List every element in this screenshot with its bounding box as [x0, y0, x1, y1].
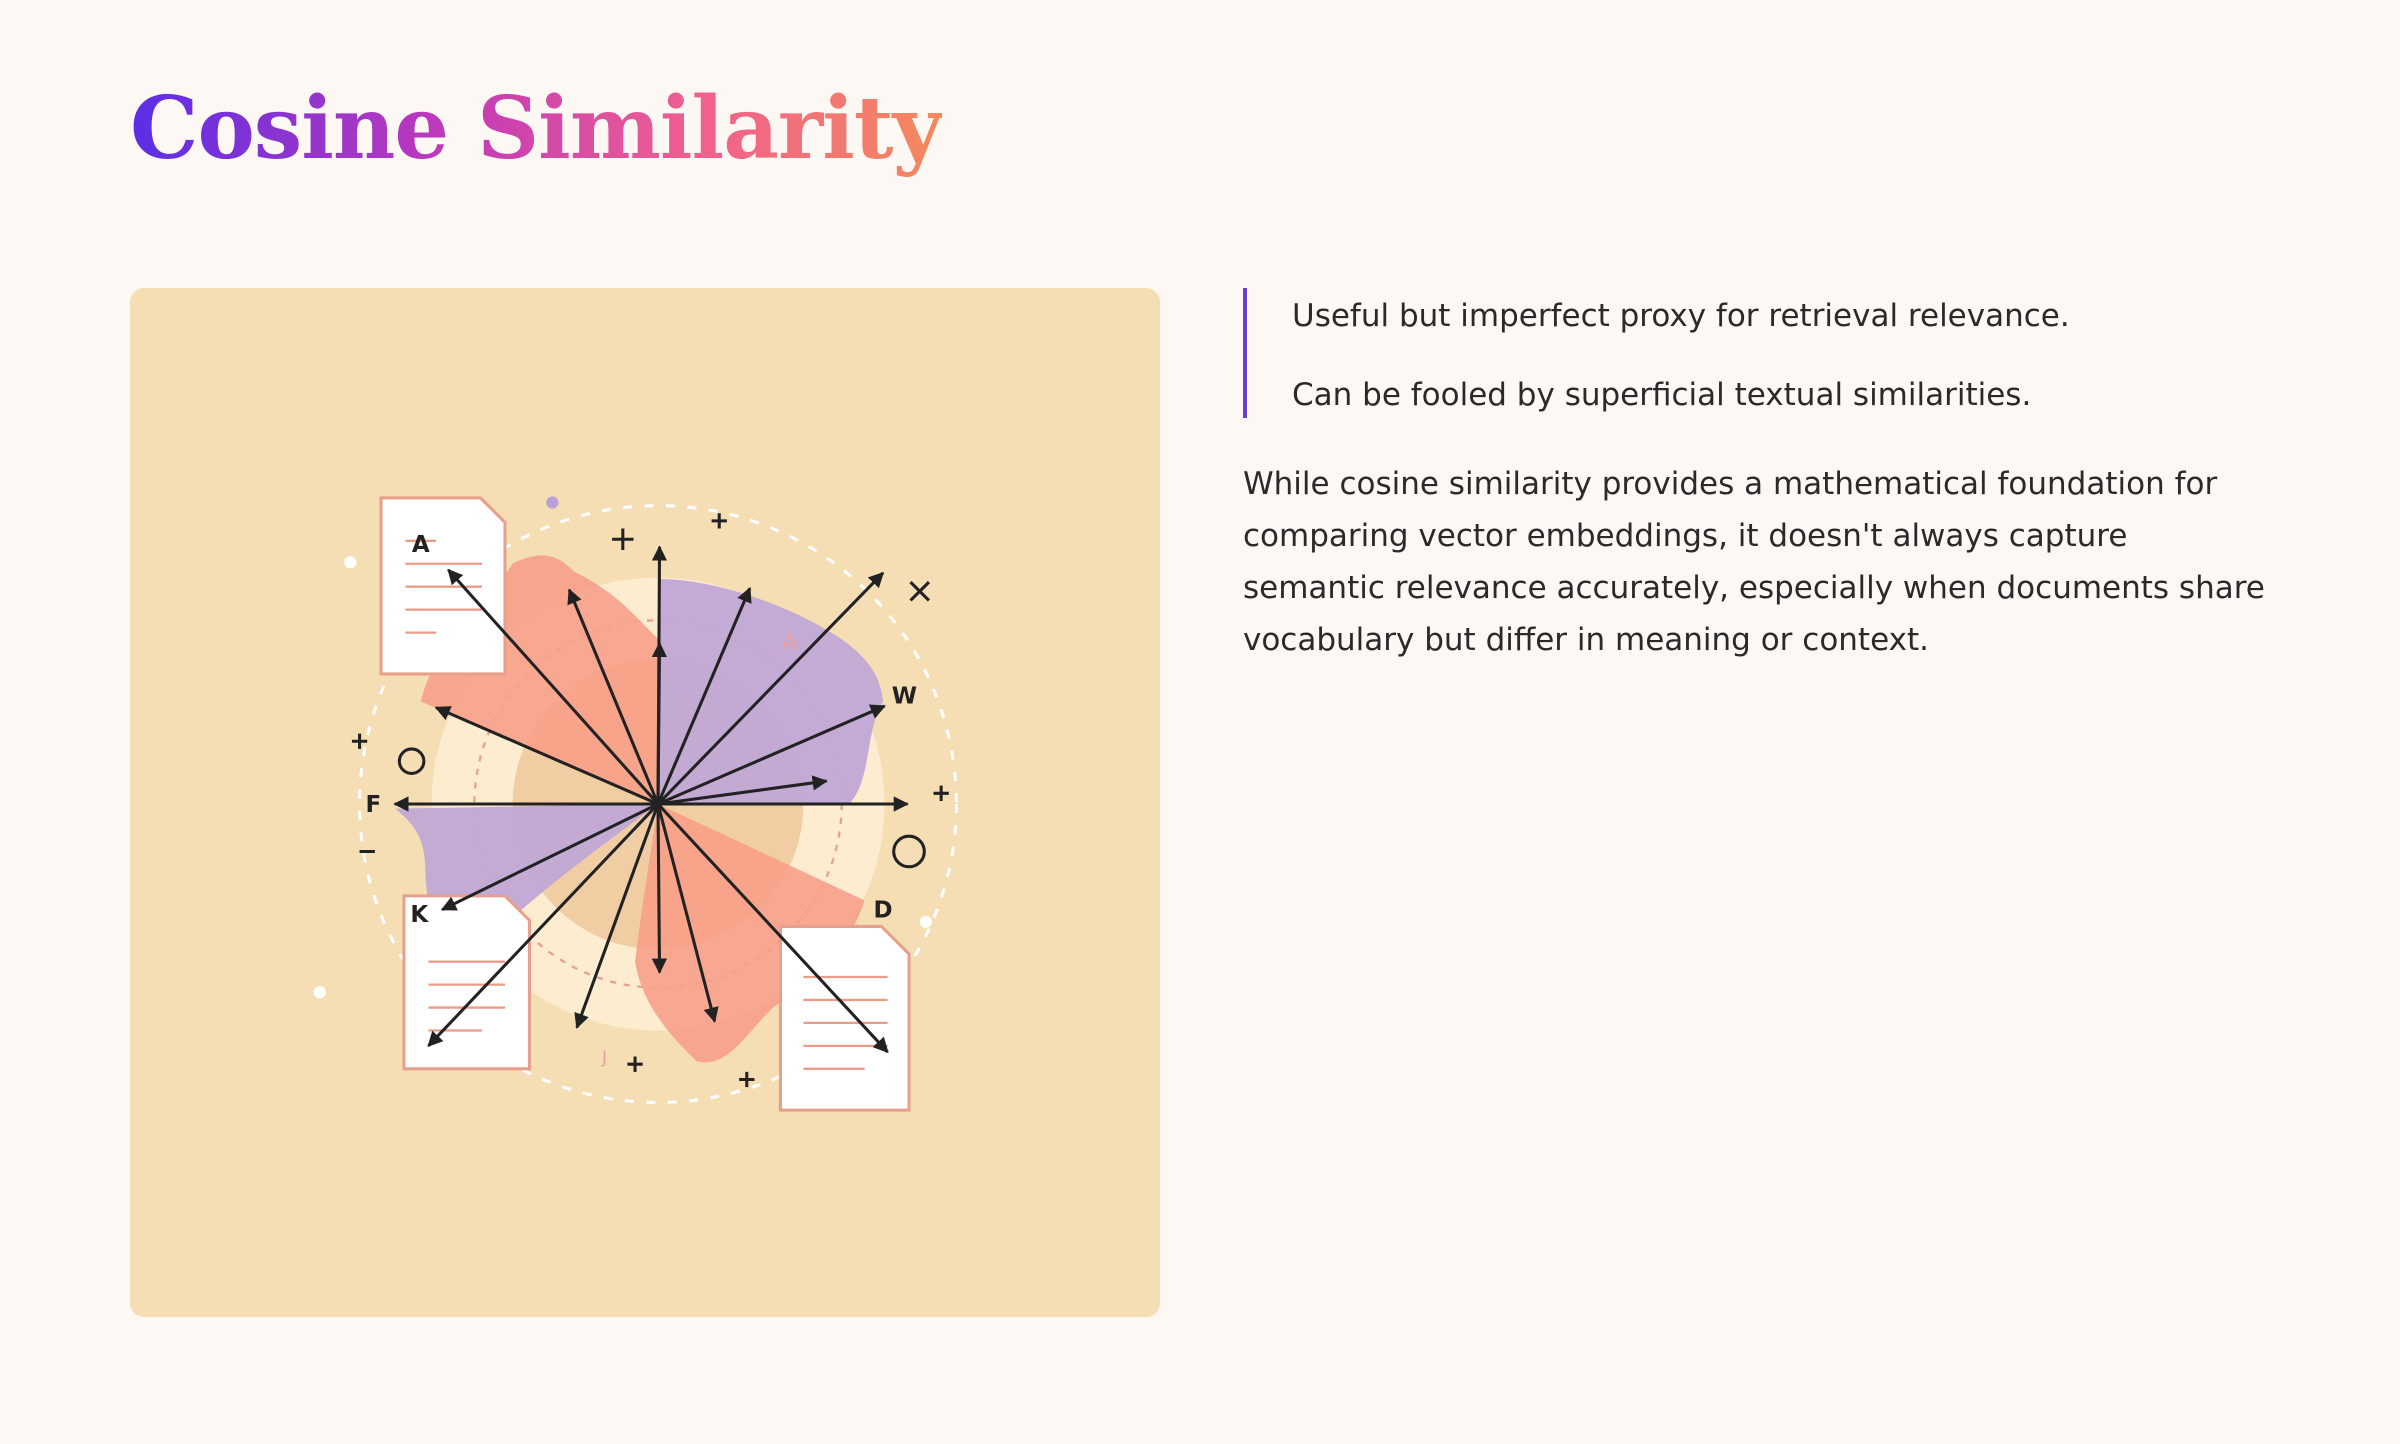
- decoration: [803, 975, 888, 1070]
- vector-label: W: [892, 683, 917, 709]
- orbit: [358, 504, 958, 1105]
- decoration: [919, 915, 932, 928]
- vector-arrow: [657, 775, 828, 806]
- sector: [635, 804, 865, 1063]
- vector-arrow: [447, 568, 660, 806]
- decoration: [892, 834, 926, 869]
- dot: [546, 496, 559, 509]
- decoration: A W F K D A J: [366, 532, 918, 1067]
- vector-arrow: [574, 803, 660, 1029]
- vector-label: A: [412, 532, 430, 558]
- vector-arrow: [434, 706, 659, 806]
- decoration: [351, 513, 949, 1088]
- vector-arrow: [657, 704, 886, 806]
- vector-label: J: [601, 1047, 607, 1067]
- decorations: [351, 513, 949, 1088]
- vector-arrow: [656, 802, 889, 1054]
- document: [778, 924, 911, 1112]
- paragraph: While cosine similarity provides a mathe…: [1243, 466, 2265, 658]
- vector-label: D: [873, 898, 892, 924]
- decoration: [778, 924, 911, 1112]
- title: Cosine Similarity: [130, 78, 943, 179]
- decoration: [344, 556, 357, 569]
- illustration: A W F K D A J: [313, 496, 958, 1112]
- vector-label: A: [782, 630, 798, 656]
- decoration: [428, 960, 505, 1032]
- vector-arrow: [440, 802, 659, 912]
- decoration: [313, 986, 326, 999]
- vector-arrows: [393, 545, 910, 1054]
- vector-label: F: [366, 792, 382, 818]
- document: [379, 496, 507, 676]
- vector-arrow: [651, 641, 668, 805]
- vector-arrow: [656, 586, 752, 805]
- vector-arrow: [651, 804, 668, 974]
- quote-line: Useful but imperfect proxy for retrieval…: [1292, 298, 2070, 334]
- illustration-card: A W F K D A J Cosine Similarity: [130, 288, 1160, 1317]
- vector-arrow: [656, 803, 719, 1023]
- decoration: [402, 894, 531, 1071]
- document: [402, 894, 531, 1071]
- vector-arrow: [656, 571, 885, 806]
- vector-arrow: [427, 802, 660, 1047]
- decoration: [405, 539, 483, 634]
- quote-line: Can be fooled by superficial textual sim…: [1292, 377, 2032, 413]
- vector-arrow: [567, 588, 660, 805]
- quote: Useful but imperfect proxy for retrieval…: [1243, 288, 2243, 418]
- vector-label: K: [410, 902, 429, 928]
- decoration: [397, 747, 426, 775]
- dots: [313, 556, 932, 999]
